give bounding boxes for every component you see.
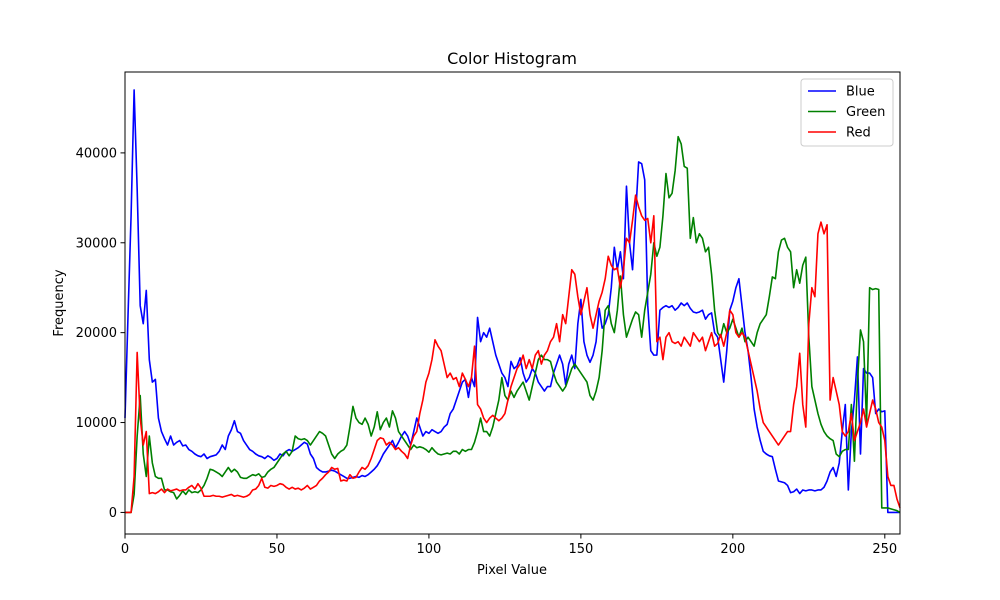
y-tick-label: 30000: [76, 236, 117, 251]
legend-label-red: Red: [846, 126, 871, 141]
plot-frame: [124, 71, 901, 535]
x-tick-label: 0: [121, 542, 129, 557]
legend-label-blue: Blue: [846, 85, 875, 100]
series-line-red: [125, 194, 901, 514]
y-tick-label: 10000: [76, 416, 117, 431]
x-tick-label: 250: [872, 542, 897, 557]
series-line-green: [125, 135, 901, 514]
y-tick-label: 0: [109, 506, 117, 521]
y-axis-label: Frequency: [52, 269, 67, 336]
x-tick-label: 100: [417, 542, 442, 557]
legend-box: [800, 78, 894, 147]
x-axis: 0 50 100 150 200 250: [121, 534, 897, 557]
legend: Blue Green Red: [800, 78, 894, 147]
x-axis-label: Pixel Value: [477, 563, 547, 578]
x-tick-label: 200: [720, 542, 745, 557]
x-tick-label: 50: [269, 542, 286, 557]
y-axis: 0 10000 20000 30000 40000: [76, 146, 125, 521]
series-layer: [124, 89, 901, 514]
y-tick-label: 20000: [76, 326, 117, 341]
legend-label-green: Green: [846, 105, 885, 120]
series-line-blue: [124, 89, 900, 514]
x-tick-label: 150: [568, 542, 593, 557]
chart-title: Color Histogram: [447, 49, 577, 68]
y-tick-label: 40000: [76, 146, 117, 161]
